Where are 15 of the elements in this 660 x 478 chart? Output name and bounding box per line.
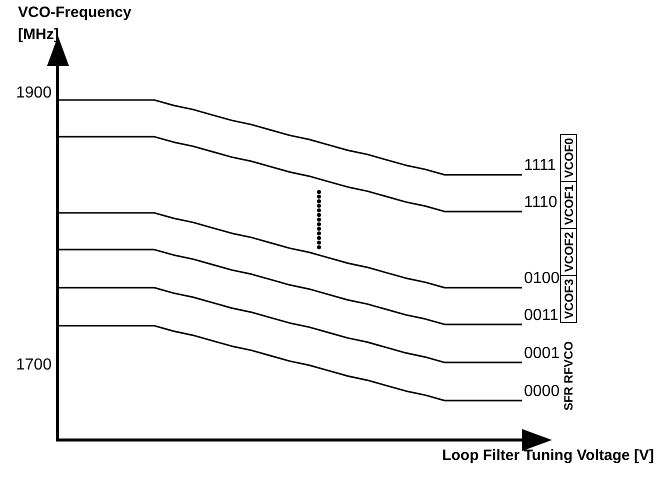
text: VCOF0: [562, 138, 576, 178]
series-label: 1110: [524, 194, 558, 211]
text: VCOF3: [562, 278, 576, 320]
series-label: 1111: [524, 157, 556, 174]
series-label: 0000: [524, 382, 560, 400]
series-label: 0100: [524, 270, 560, 288]
text: VCOF1: [562, 184, 576, 226]
series-label: 0001: [524, 344, 560, 362]
y-tick-label: 1700: [16, 356, 52, 374]
y-tick-label: 1900: [16, 84, 52, 102]
y-axis-title: VCO-Frequency [MHz]: [18, 3, 132, 45]
x-axis-title: Loop Filter Tuning Voltage [V]: [442, 447, 654, 464]
text: VCOF2: [562, 232, 576, 272]
series-label: 0011: [524, 306, 559, 324]
text: SFR RFVCO: [562, 341, 576, 411]
